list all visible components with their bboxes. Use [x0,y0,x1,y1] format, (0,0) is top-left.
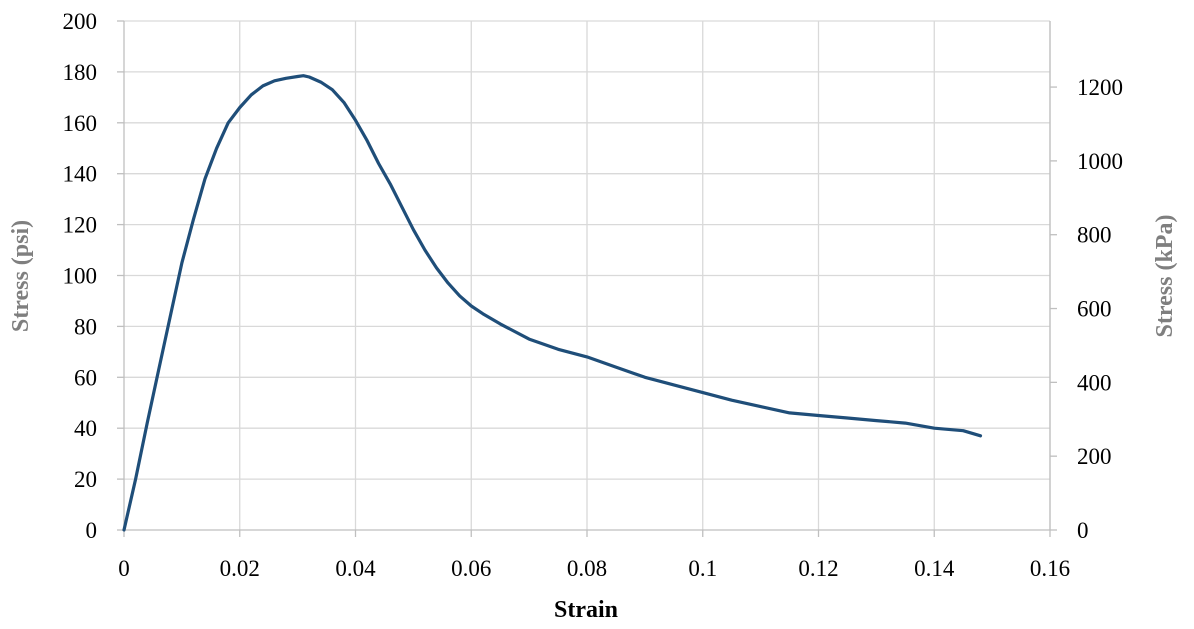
y2-axis-title: Stress (kPa) [1152,215,1178,338]
tick-labels: 0 0.02 0.04 0.06 0.08 0.1 0.12 0.14 0.16 0 20 40 60 8… [63,9,1124,581]
x-tick-label: 0.06 [451,556,491,581]
y2-tick-label: 800 [1077,223,1112,248]
x-tick-label: 0.02 [220,556,260,581]
x-axis-title: Strain [554,597,618,623]
y-tick-label: 140 [63,162,98,187]
x-tick-label: 0.12 [798,556,838,581]
y-tick-label: 80 [74,314,97,339]
y2-tick-label: 1000 [1077,149,1123,174]
y-tick-label: 120 [63,213,98,238]
y2-tick-label: 1200 [1077,75,1123,100]
y-tick-label: 20 [74,467,97,492]
y-tick-label: 100 [63,264,98,289]
y-tick-label: 160 [63,111,98,136]
series-layer [122,74,983,532]
y-tick-label: 200 [63,9,98,34]
axes [117,20,1057,537]
y-tick-label: 0 [86,518,98,543]
y2-tick-label: 0 [1077,518,1089,543]
y-tick-label: 180 [63,60,98,85]
y2-tick-label: 200 [1077,444,1112,469]
x-tick-label: 0.14 [914,556,955,581]
x-tick-label: 0 [118,556,130,581]
series-line [122,74,983,532]
x-tick-label: 0.04 [335,556,376,581]
y-axis-title: Stress (psi) [8,220,34,332]
x-tick-label: 0.16 [1030,556,1070,581]
y2-tick-label: 400 [1077,370,1112,395]
x-tick-label: 0.08 [567,556,607,581]
y-tick-label: 40 [74,416,97,441]
y2-tick-label: 600 [1077,297,1112,322]
y-tick-label: 60 [74,365,97,390]
gridlines [124,20,1051,530]
x-tick-label: 0.1 [688,556,717,581]
